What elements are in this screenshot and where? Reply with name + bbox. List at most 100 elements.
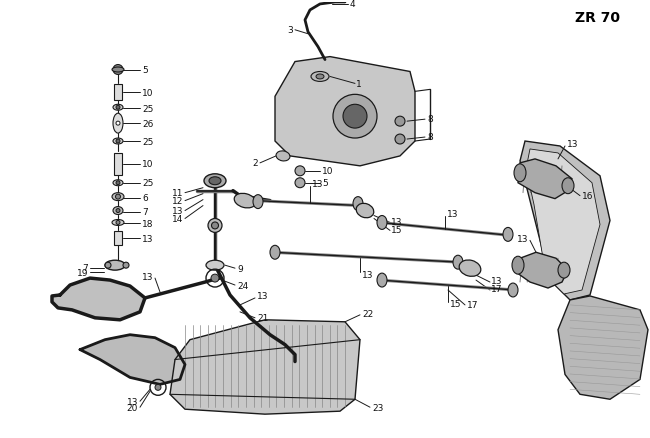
Text: 7: 7 [83, 263, 88, 272]
Text: 13: 13 [491, 276, 502, 285]
Text: 9: 9 [237, 264, 242, 273]
Circle shape [395, 117, 405, 127]
Bar [114, 232, 122, 246]
Ellipse shape [311, 72, 329, 82]
Circle shape [295, 178, 305, 188]
Text: ZR 70: ZR 70 [575, 11, 620, 25]
Text: 5: 5 [322, 179, 328, 188]
Ellipse shape [116, 106, 120, 110]
Polygon shape [170, 320, 360, 414]
Circle shape [295, 166, 305, 177]
Text: 18: 18 [142, 219, 153, 229]
Text: 21: 21 [257, 314, 268, 322]
Ellipse shape [377, 216, 387, 230]
Ellipse shape [116, 195, 120, 200]
Ellipse shape [112, 220, 124, 226]
Text: 10: 10 [322, 167, 333, 176]
Circle shape [211, 275, 219, 283]
Text: 15: 15 [391, 226, 402, 234]
Ellipse shape [209, 177, 221, 185]
Text: 15: 15 [450, 300, 461, 309]
Polygon shape [516, 253, 568, 288]
Text: 7: 7 [142, 208, 148, 216]
Text: 25: 25 [142, 105, 153, 113]
Ellipse shape [204, 174, 226, 188]
Text: 13: 13 [517, 234, 528, 243]
Ellipse shape [508, 283, 518, 297]
Text: 13: 13 [257, 292, 268, 301]
Circle shape [155, 385, 161, 390]
Ellipse shape [112, 68, 124, 73]
Ellipse shape [512, 257, 524, 275]
Ellipse shape [116, 209, 120, 213]
Text: 3: 3 [287, 26, 293, 35]
Polygon shape [558, 296, 648, 399]
Text: 13: 13 [391, 218, 402, 226]
Bar [114, 154, 122, 175]
Text: 13: 13 [567, 140, 578, 149]
Ellipse shape [113, 105, 123, 111]
Ellipse shape [113, 180, 123, 186]
Text: 24: 24 [237, 281, 248, 290]
Text: 11: 11 [172, 189, 183, 198]
Text: 13: 13 [362, 270, 374, 279]
Ellipse shape [113, 207, 123, 215]
Text: 25: 25 [142, 137, 153, 146]
Text: 23: 23 [372, 403, 383, 412]
Text: 17: 17 [467, 301, 478, 310]
Ellipse shape [270, 246, 280, 260]
Text: 10: 10 [142, 160, 153, 169]
Ellipse shape [211, 223, 218, 230]
Text: 20: 20 [127, 403, 138, 412]
Text: 17: 17 [491, 284, 502, 293]
Polygon shape [80, 335, 185, 385]
Text: 13: 13 [127, 397, 138, 406]
Circle shape [395, 135, 405, 145]
Ellipse shape [459, 260, 481, 277]
Bar [114, 85, 122, 101]
Polygon shape [52, 279, 145, 320]
Ellipse shape [123, 263, 129, 268]
Text: 10: 10 [142, 88, 153, 98]
Ellipse shape [234, 194, 256, 208]
Text: 14: 14 [172, 215, 183, 223]
Text: 26: 26 [142, 120, 153, 128]
Ellipse shape [116, 122, 120, 126]
Text: 25: 25 [142, 179, 153, 188]
Text: 12: 12 [172, 197, 183, 206]
Text: 16: 16 [582, 192, 593, 201]
Ellipse shape [113, 114, 123, 134]
Ellipse shape [112, 193, 124, 201]
Ellipse shape [253, 195, 263, 209]
Ellipse shape [116, 221, 120, 225]
Ellipse shape [105, 263, 111, 268]
Text: 13: 13 [447, 209, 458, 219]
Ellipse shape [116, 181, 120, 185]
Ellipse shape [353, 197, 363, 211]
Ellipse shape [377, 273, 387, 287]
Circle shape [343, 105, 367, 129]
Ellipse shape [356, 204, 374, 218]
Text: 4: 4 [350, 0, 356, 10]
Ellipse shape [316, 75, 324, 80]
Polygon shape [526, 150, 600, 294]
Text: 13: 13 [142, 272, 153, 281]
Polygon shape [275, 57, 415, 166]
Circle shape [113, 65, 123, 75]
Ellipse shape [514, 165, 526, 182]
Ellipse shape [206, 261, 224, 271]
Circle shape [333, 95, 377, 139]
Text: 6: 6 [142, 194, 148, 203]
Text: 19: 19 [77, 268, 88, 277]
Text: 2: 2 [252, 159, 258, 168]
Text: 8: 8 [427, 132, 433, 141]
Polygon shape [520, 141, 610, 300]
Ellipse shape [208, 219, 222, 233]
Ellipse shape [503, 228, 513, 242]
Ellipse shape [558, 263, 570, 279]
Ellipse shape [453, 256, 463, 269]
Ellipse shape [113, 139, 123, 145]
Text: 5: 5 [142, 66, 148, 75]
Text: 22: 22 [362, 310, 373, 318]
Ellipse shape [116, 140, 120, 144]
